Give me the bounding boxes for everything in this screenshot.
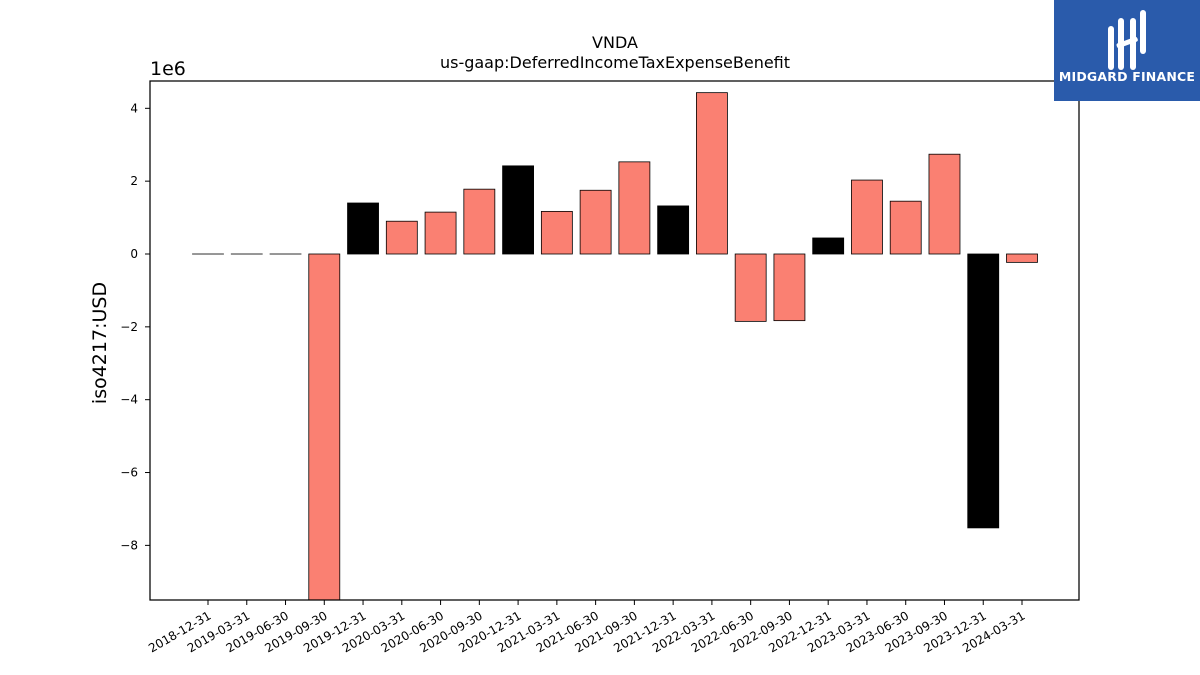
logo-text: MIDGARD FINANCE	[1058, 69, 1196, 84]
y-tick-label: −6	[120, 466, 138, 480]
bar-2022-09-30	[773, 253, 806, 322]
y-tick-label: 4	[130, 101, 138, 115]
y-axis-ticks: −8 −6 −4 −2 0 2 4	[120, 101, 150, 552]
bar-2019-09-30	[308, 253, 341, 601]
x-axis-ticks: 2018-12-312019-03-312019-06-302019-09-30…	[146, 600, 1028, 655]
chart-subtitle: us-gaap:DeferredIncomeTaxExpenseBenefit	[440, 53, 790, 72]
bar-2020-06-30	[424, 211, 457, 255]
y-tick-label: −8	[120, 538, 138, 552]
y-scale-label: 1e6	[150, 58, 186, 80]
bar-2023-09-30	[928, 153, 961, 255]
bar-2020-09-30	[463, 188, 496, 255]
y-tick-label: −2	[120, 320, 138, 334]
y-tick-label: 0	[130, 247, 138, 261]
bar-2020-12-31	[502, 165, 534, 255]
bars-group	[192, 92, 1038, 601]
bar-2022-12-31	[812, 237, 845, 255]
midgard-finance-logo: MIDGARD FINANCE	[1054, 0, 1200, 101]
y-axis-label: iso4217:USD	[89, 282, 111, 404]
plot-frame	[149, 80, 1080, 601]
bar-2019-12-31	[347, 202, 379, 255]
bar-2020-03-31	[385, 220, 418, 255]
y-tick-label: −4	[120, 393, 138, 407]
bar-2021-09-30	[618, 161, 651, 255]
chart-title: VNDA	[592, 33, 638, 52]
bar-2022-06-30	[734, 253, 767, 322]
bar-2023-06-30	[889, 200, 922, 255]
bar-2021-06-30	[579, 189, 612, 255]
bar-2021-12-31	[657, 205, 690, 255]
bar-2024-03-31	[1006, 253, 1038, 263]
logo-mark-icon	[1108, 10, 1146, 70]
bar-2022-03-31	[696, 92, 728, 255]
bar-2023-03-31	[851, 179, 883, 255]
y-tick-label: 2	[130, 174, 138, 188]
bar-2023-12-31	[967, 253, 1000, 529]
bar-2021-03-31	[540, 210, 573, 255]
